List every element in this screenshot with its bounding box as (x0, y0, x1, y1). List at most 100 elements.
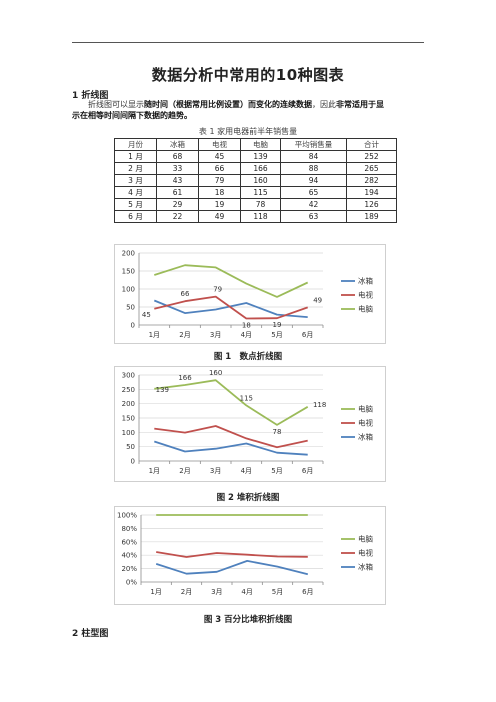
table-cell: 78 (240, 198, 281, 211)
x-tick-label: 4月 (241, 331, 252, 339)
legend-label: 冰箱 (358, 562, 373, 572)
x-tick-label: 5月 (271, 331, 282, 339)
data-label: 66 (181, 290, 190, 298)
table-cell: 166 (240, 162, 281, 175)
table-cell: 118 (240, 210, 281, 223)
x-tick-label: 3月 (210, 467, 221, 475)
para-bold-2: 非常适用于显 (336, 100, 384, 109)
x-tick-label: 3月 (210, 331, 221, 339)
table-cell: 22 (156, 210, 199, 223)
section-heading-line-chart: 1 折线图 (72, 91, 109, 101)
x-tick-label: 1月 (149, 467, 160, 475)
y-tick-label: 100 (122, 286, 135, 294)
figure-2-caption: 图 2 堆积折线图 (216, 493, 280, 503)
table-cell: 6 月 (114, 210, 157, 223)
series-line-电视 (154, 425, 308, 449)
y-tick-label: 300 (122, 372, 135, 380)
table-cell: 94 (280, 174, 347, 187)
table-caption: 表 1 家用电器前半年销售量 (198, 127, 298, 136)
table-cell: 29 (156, 198, 199, 211)
x-tick-label: 5月 (272, 588, 283, 596)
data-label: 19 (273, 321, 282, 329)
table-cell: 19 (198, 198, 241, 211)
table-cell: 1 月 (114, 150, 157, 163)
table-row: 2 月 33 66 166 88 265 (114, 162, 397, 175)
y-tick-label: 150 (122, 268, 135, 276)
y-tick-label: 250 (122, 386, 135, 394)
y-tick-label: 100% (117, 512, 137, 520)
chart-3-frame: 0% 20% 40% 60% 80% 100% 1月 2月 3月 4月 5月 6月 电脑 电视 冰箱 (114, 506, 386, 605)
table-cell: 33 (156, 162, 199, 175)
data-label: 45 (142, 311, 151, 319)
y-tick-label: 80% (121, 525, 137, 533)
x-tick-label: 5月 (271, 467, 282, 475)
table-row: 5 月 29 19 78 42 126 (114, 198, 397, 211)
series-line-冰箱 (153, 299, 308, 318)
chart-1-dotted-line: 0 50 100 150 200 1月 2月 3月 4月 5月 6月 45 66 79 18 19 49 冰箱电视… (122, 250, 374, 340)
table-row: 4 月 61 18 115 65 194 (114, 186, 397, 199)
x-tick-label: 6月 (302, 467, 313, 475)
table-cell: 160 (240, 174, 281, 187)
x-tick-label: 3月 (211, 588, 222, 596)
table-cell: 63 (280, 210, 347, 223)
y-tick-label: 20% (121, 565, 137, 573)
data-label: 139 (156, 386, 169, 394)
y-tick-label: 200 (122, 400, 135, 408)
x-tick-label: 1月 (150, 588, 161, 596)
data-label: 166 (178, 374, 192, 382)
legend-label: 冰箱 (358, 432, 373, 442)
legend-label: 电视 (358, 418, 373, 428)
table-cell: 79 (198, 174, 241, 187)
table-cell: 43 (156, 174, 199, 187)
series-line-电视 (156, 551, 308, 558)
chart-2-frame: 0 50 100 150 200 250 300 1月 2月 3月 4月 5月 6月 139 166 160 1… (114, 366, 386, 482)
x-tick-label: 6月 (302, 588, 313, 596)
legend-label: 电脑 (358, 404, 373, 414)
table-cell: 18 (198, 186, 241, 199)
series-line-冰箱 (155, 560, 309, 576)
table-cell: 126 (346, 198, 397, 211)
table-cell: 189 (346, 210, 397, 223)
x-tick-label: 6月 (302, 331, 313, 339)
table-row: 6 月 22 49 118 63 189 (114, 210, 397, 223)
table-cell: 68 (156, 150, 199, 163)
y-tick-label: 50 (126, 443, 135, 451)
legend-label: 电视 (358, 548, 373, 558)
header-cell: 合计 (346, 138, 397, 151)
table-cell: 5 月 (114, 198, 157, 211)
document-title: 数据分析中常用的10种图表 (151, 66, 345, 84)
x-tick-label: 2月 (181, 588, 192, 596)
table-header-row: 月份 冰箱 电视 电脑 平均销售量 合计 (114, 138, 397, 151)
data-label: 160 (209, 369, 222, 377)
series-line-电视 (154, 295, 308, 320)
chart-2-stacked-line: 0 50 100 150 200 250 300 1月 2月 3月 4月 5月 6月 139 166 160 1… (122, 369, 374, 475)
figure-3-caption: 图 3 百分比堆积折线图 (203, 615, 293, 625)
legend-label: 电脑 (358, 304, 373, 314)
table-row: 3 月 43 79 160 94 282 (114, 174, 397, 187)
header-cell: 电脑 (240, 138, 281, 151)
para-bold-3: 示在相等时间间隔下数据的趋势。 (72, 111, 192, 120)
chart-1-frame: 0 50 100 150 200 1月 2月 3月 4月 5月 6月 45 66 79 18 19 49 冰箱 电视… (114, 244, 386, 344)
header-cell: 平均销售量 (280, 138, 347, 151)
table-cell: 42 (280, 198, 347, 211)
y-tick-label: 0 (131, 458, 135, 466)
y-tick-label: 0% (126, 579, 137, 587)
table-cell: 84 (280, 150, 347, 163)
figure-1-caption: 图 1 数点折线图 (213, 352, 283, 362)
table-cell: 2 月 (114, 162, 157, 175)
series-line-电脑 (154, 264, 309, 298)
table-cell: 61 (156, 186, 199, 199)
x-tick-label: 1月 (149, 331, 160, 339)
para-text-1: 折线图可以显示 (88, 100, 144, 109)
table-row: 1 月 68 45 139 84 252 (114, 150, 397, 163)
legend-label: 冰箱 (358, 276, 373, 286)
table-cell: 115 (240, 186, 281, 199)
series-line-电脑 (154, 379, 309, 426)
table-cell: 139 (240, 150, 281, 163)
table-cell: 45 (198, 150, 241, 163)
intro-paragraph: 折线图可以显示随时间（根据常用比例设置）而变化的连续数据，因此非常适用于显 示在相… (72, 99, 428, 121)
header-cell: 冰箱 (156, 138, 199, 151)
table-cell: 88 (280, 162, 347, 175)
data-label: 118 (313, 401, 326, 409)
